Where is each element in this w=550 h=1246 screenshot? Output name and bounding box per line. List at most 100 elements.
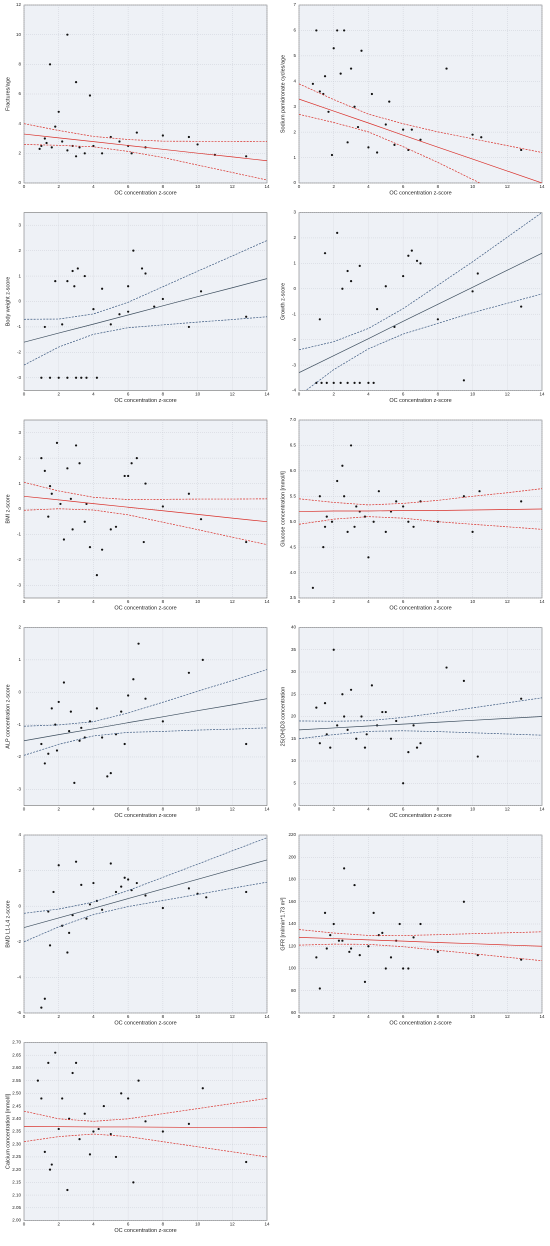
y-tick-label: 2.40	[12, 1116, 21, 1121]
data-point	[48, 485, 52, 488]
y-tick-label: -1	[17, 532, 21, 537]
data-point	[118, 313, 121, 316]
y-axis-label: Growth z-score	[280, 283, 286, 320]
x-tick-label: 8	[162, 184, 165, 189]
data-point	[43, 1150, 46, 1153]
data-point	[407, 751, 410, 754]
data-point	[50, 1163, 53, 1166]
y-tick-label: 100	[288, 966, 296, 971]
y-tick-label: 80	[291, 988, 297, 993]
data-point	[161, 505, 164, 508]
data-point	[47, 515, 50, 518]
y-tick-label: -2	[292, 337, 296, 342]
data-point	[130, 462, 133, 465]
data-point	[161, 720, 164, 723]
data-point	[102, 1104, 105, 1108]
data-point	[471, 133, 474, 136]
data-point	[196, 143, 199, 146]
data-point	[57, 376, 60, 379]
data-point	[407, 520, 410, 523]
data-point	[349, 280, 353, 283]
data-point	[161, 134, 164, 137]
data-point	[341, 287, 344, 290]
data-point	[471, 530, 474, 533]
data-point	[393, 325, 396, 329]
data-point	[360, 49, 363, 52]
data-point	[389, 956, 393, 959]
data-point	[381, 710, 384, 714]
data-point	[355, 505, 358, 508]
y-tick-label: 0	[18, 506, 21, 511]
y-tick-label: -3	[17, 375, 21, 380]
data-point	[83, 152, 86, 155]
y-tick-label: 6.5	[290, 443, 297, 448]
data-point	[127, 310, 130, 313]
data-point	[407, 254, 410, 257]
plot-area	[298, 4, 543, 184]
confidence-band	[24, 1098, 267, 1122]
y-tick-label: 3	[293, 210, 296, 215]
data-point	[50, 492, 53, 495]
data-point	[372, 911, 375, 914]
y-tick-label: -2	[17, 350, 21, 355]
data-point	[127, 694, 130, 697]
data-point	[367, 945, 370, 948]
data-point	[343, 495, 346, 498]
x-tick-label: 12	[505, 184, 511, 189]
data-point	[402, 274, 405, 278]
plot-content	[299, 212, 542, 391]
data-point	[358, 264, 361, 267]
x-tick-label: 4	[92, 807, 95, 812]
data-point	[412, 936, 415, 939]
data-point	[353, 381, 356, 384]
data-point	[325, 733, 328, 736]
x-tick-label: 10	[470, 1014, 476, 1019]
data-point	[341, 693, 344, 696]
data-point	[43, 137, 46, 140]
y-tick-label: 0	[293, 180, 296, 185]
confidence-band	[299, 929, 542, 936]
x-tick-label: 2	[57, 1014, 60, 1019]
data-point	[377, 934, 380, 937]
data-point	[161, 1130, 164, 1133]
x-tick-label: 0	[23, 392, 26, 397]
confidence-band	[24, 316, 267, 366]
data-point	[74, 860, 78, 863]
x-axis-label: OC concentration z-score	[389, 813, 451, 819]
data-point	[245, 890, 248, 894]
data-point	[71, 1071, 74, 1075]
data-point	[381, 931, 384, 935]
x-tick-label: 12	[230, 392, 236, 397]
confidence-band	[299, 488, 542, 506]
data-point	[329, 746, 332, 749]
data-point	[127, 878, 130, 881]
data-point	[127, 1097, 130, 1100]
data-point	[339, 381, 342, 384]
data-point	[476, 272, 479, 275]
data-point	[245, 742, 248, 746]
data-point	[144, 1120, 147, 1123]
x-tick-label: 2	[57, 807, 60, 812]
data-point	[395, 719, 398, 723]
regression-line	[24, 698, 267, 742]
y-tick-label: 1	[18, 481, 21, 486]
x-tick-label: 2	[57, 184, 60, 189]
y-tick-label: -2	[17, 557, 21, 562]
data-point	[137, 642, 140, 645]
y-tick-label: 2	[293, 235, 296, 240]
y-tick-label: 60	[291, 1010, 297, 1015]
data-point	[59, 502, 62, 506]
data-point	[356, 125, 360, 129]
y-tick-label: 1	[18, 273, 21, 278]
x-tick-label: 0	[23, 184, 26, 189]
data-point	[43, 997, 46, 1000]
y-axis-label: BMD L1-L4 z-score	[5, 900, 11, 947]
x-tick-label: 8	[437, 807, 440, 812]
data-point	[353, 525, 356, 528]
data-point	[71, 269, 74, 273]
x-tick-label: 4	[92, 1014, 95, 1019]
data-point	[38, 147, 41, 150]
x-tick-label: 8	[162, 1222, 165, 1227]
plot-content	[299, 648, 542, 785]
